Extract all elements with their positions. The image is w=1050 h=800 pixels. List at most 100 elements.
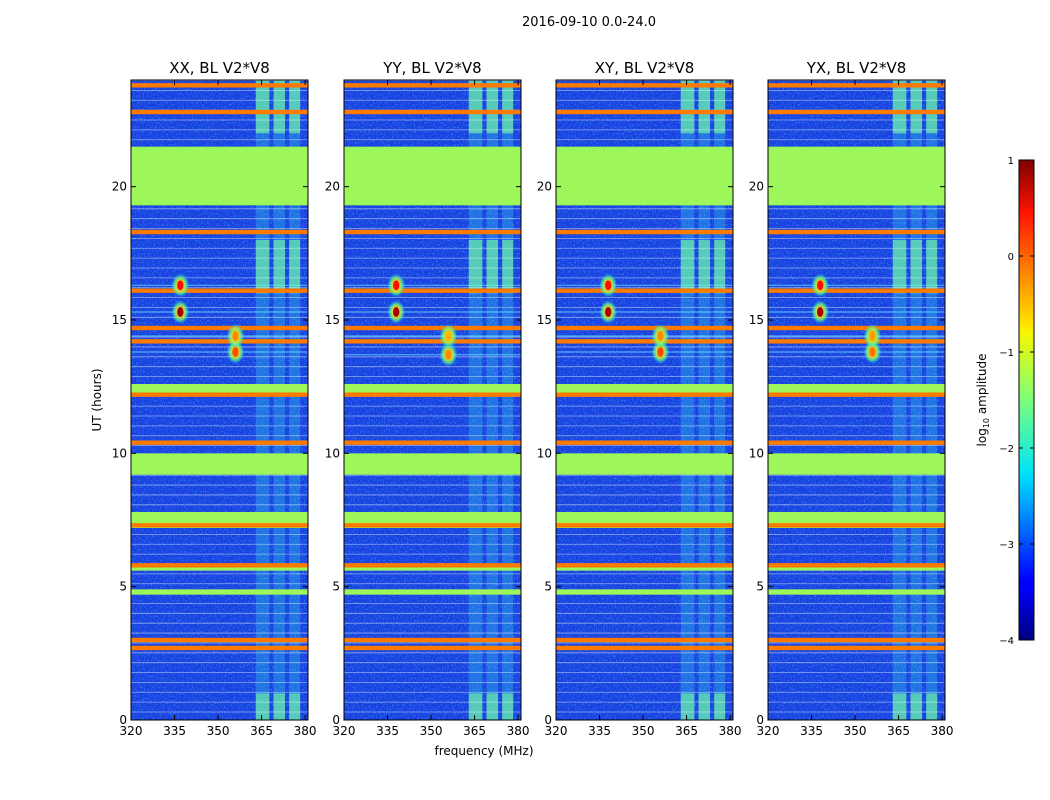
rfi-streak [910,80,923,720]
rfi-flag-line [556,637,733,643]
source-mark [445,349,452,360]
rfi-streak [273,80,286,720]
rfi-flag-line [131,523,308,528]
x-tick-label: 350 [207,724,230,738]
rfi-burst [698,80,711,134]
panel-frame [130,79,309,721]
rfi-flag-line [131,109,308,115]
panel-title: YY, BL V2*V8 [382,59,481,77]
x-tick-label: 320 [545,724,568,738]
heatmap-body [556,80,733,720]
rfi-burst [273,80,286,134]
bad-time-block [131,453,308,475]
colorbar-tick-label: −3 [999,540,1014,551]
heatmap-body [344,80,521,720]
rfi-flag-line [344,637,521,643]
y-tick-label: 20 [537,180,552,194]
rfi-flag-line [556,440,733,445]
rfi-burst [680,80,695,134]
bad-time-block [556,565,733,571]
y-tick-label: 0 [119,713,127,727]
source-mark [393,280,400,291]
bad-time-block [768,589,945,595]
rfi-burst [714,80,726,134]
rfi-burst [680,240,695,294]
rfi-burst [273,693,286,720]
x-tick-label: 320 [757,724,780,738]
rfi-streak [698,80,711,720]
bad-time-block [768,565,945,571]
x-tick-label: 320 [333,724,356,738]
colorbar-tick-label: 0 [1008,252,1014,263]
rfi-burst [255,240,270,294]
bad-time-block [344,384,521,395]
bad-time-block [768,146,945,206]
rfi-streak [289,80,301,720]
rfi-burst [926,693,938,720]
rfi-burst [255,80,270,134]
rfi-burst [289,693,301,720]
rfi-burst [289,80,301,134]
source-mark [605,307,612,317]
rfi-flag-line [768,288,945,293]
y-tick-label: 0 [756,713,764,727]
x-tick-label: 350 [844,724,867,738]
rfi-burst [910,693,923,720]
rfi-burst [289,240,301,294]
source-mark [232,331,239,341]
panel-3: YX, BL V2*V8 320 335 350 365 380 0 5 10 15 20 [749,59,954,738]
rfi-burst [486,80,499,134]
y-tick-label: 20 [112,180,127,194]
rfi-burst [502,80,514,134]
rfi-burst [680,693,695,720]
rfi-flag-line [556,645,733,651]
rfi-flag-line [768,523,945,528]
y-tick-label: 10 [112,446,127,460]
source-mark [232,347,239,357]
rfi-flag-line [344,440,521,445]
y-tick-label: 15 [325,313,340,327]
bad-time-block [556,589,733,595]
colorbar-tick-label: −1 [999,348,1014,359]
y-tick-label: 0 [332,713,340,727]
rfi-flag-line [768,339,945,344]
bad-time-block [556,384,733,395]
colorbar-label: log10 amplitude [975,354,991,447]
rfi-flag-line [768,645,945,651]
bad-time-block [768,384,945,395]
colorbar-gradient [1018,159,1035,641]
rfi-flag-line [344,325,521,331]
panel-title: XX, BL V2*V8 [169,59,270,77]
y-tick-label: 15 [112,313,127,327]
rfi-burst [468,80,483,134]
rfi-burst [910,80,923,134]
x-tick-label: 380 [294,724,317,738]
rfi-flag-line [131,325,308,331]
rfi-burst [892,693,907,720]
rfi-flag-line [768,392,945,397]
rfi-flag-line [344,523,521,528]
rfi-flag-line [556,523,733,528]
rfi-burst [926,240,938,294]
source-mark [817,307,824,317]
figure-suptitle: 2016-09-10 0.0-24.0 [522,15,656,30]
panel-0: XX, BL V2*V8 320 335 350 365 380 0 5 10 15 20 UT (h… [90,59,317,738]
rfi-flag-line [556,563,733,568]
rfi-flag-line [768,83,945,88]
colorbar-tick-label: 1 [1008,156,1014,167]
y-tick-label: 5 [544,580,552,594]
rfi-streak [926,80,938,720]
bad-time-block [344,589,521,595]
rfi-flag-line [768,563,945,568]
source-mark [817,280,824,291]
rfi-flag-line [556,392,733,397]
rfi-flag-line [556,339,733,344]
x-tick-label: 335 [588,724,611,738]
rfi-burst [698,693,711,720]
x-tick-label: 320 [120,724,143,738]
rfi-burst [273,240,286,294]
rfi-flag-line [768,440,945,445]
rfi-burst [910,240,923,294]
y-tick-label: 15 [537,313,552,327]
